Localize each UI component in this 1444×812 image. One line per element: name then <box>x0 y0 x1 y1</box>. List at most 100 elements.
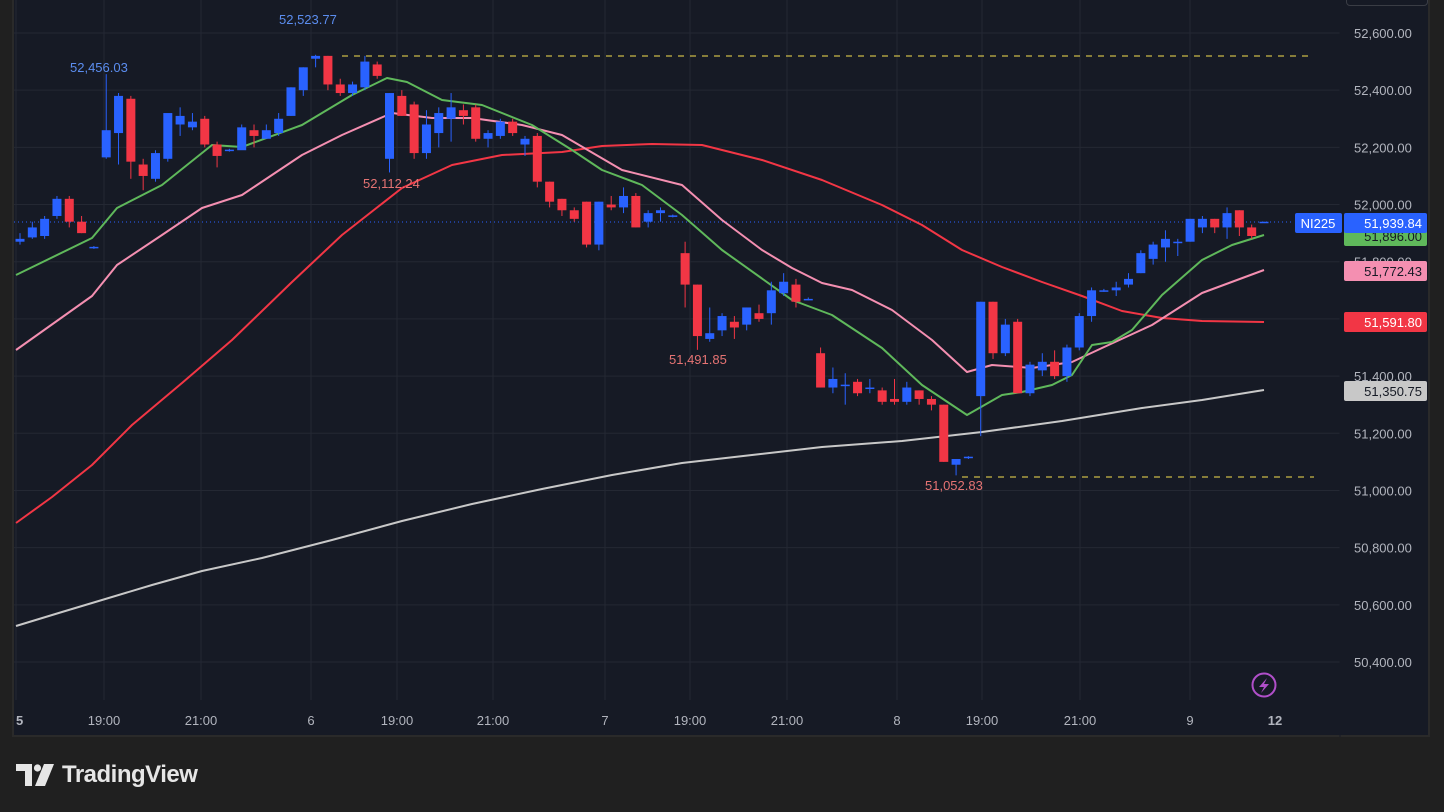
x-axis-tick: 21:00 <box>185 713 218 728</box>
y-axis-tick: 52,200.00 <box>1354 140 1412 155</box>
candle <box>261 124 271 139</box>
candle <box>483 130 493 148</box>
candle <box>914 390 924 405</box>
candle <box>64 195 74 228</box>
candle <box>298 67 308 96</box>
candle <box>877 387 887 405</box>
x-axis-tick: 7 <box>601 713 608 728</box>
candle <box>557 198 567 216</box>
candle <box>495 118 505 139</box>
candle <box>397 90 407 116</box>
x-axis-tick: 19:00 <box>381 713 414 728</box>
candle <box>360 55 370 91</box>
y-axis-tick: 52,600.00 <box>1354 26 1412 41</box>
candle <box>1099 288 1109 292</box>
candle <box>274 113 284 136</box>
candle <box>1259 221 1269 224</box>
candle <box>163 113 173 162</box>
ma-mid-badge: 51,772.43 <box>1344 261 1427 281</box>
candle <box>1000 318 1010 357</box>
candle <box>126 95 136 179</box>
y-axis-tick: 50,600.00 <box>1354 598 1412 613</box>
candle <box>138 158 148 191</box>
svg-text:51,939.84: 51,939.84 <box>1364 216 1422 231</box>
y-axis-tick: 51,200.00 <box>1354 426 1412 441</box>
candle <box>1087 287 1097 322</box>
candle <box>311 54 321 68</box>
top-right-control[interactable] <box>1346 0 1428 6</box>
x-axis-tick: 9 <box>1186 713 1193 728</box>
low-label-2: 51,491.85 <box>669 352 727 367</box>
candle <box>101 74 111 159</box>
candles <box>15 54 1269 476</box>
ma-long-badge: 51,350.75 <box>1344 381 1427 401</box>
candle <box>1074 313 1084 351</box>
y-axis-tick: 50,800.00 <box>1354 541 1412 556</box>
candle <box>249 124 259 148</box>
y-axis-tick: 50,400.00 <box>1354 655 1412 670</box>
candle <box>237 124 247 151</box>
candle <box>1148 241 1158 265</box>
x-axis-tick: 19:00 <box>674 713 707 728</box>
tradingview-logo[interactable]: TradingView <box>16 760 198 790</box>
candle <box>286 87 296 116</box>
candle <box>1136 250 1146 274</box>
lightning-icon[interactable] <box>1251 672 1277 698</box>
y-axis-tick: 51,400.00 <box>1354 369 1412 384</box>
candle <box>582 201 592 248</box>
candle <box>335 78 345 96</box>
candle <box>705 307 715 342</box>
candle <box>1111 281 1121 297</box>
high-label-1: 52,456.03 <box>70 60 128 75</box>
x-axis-tick: 19:00 <box>88 713 121 728</box>
chart-canvas[interactable]: 52,600.0052,400.0052,200.0052,000.0051,8… <box>14 0 1432 737</box>
candle <box>446 93 456 142</box>
candle <box>1050 350 1060 379</box>
ma-long-line <box>15 389 1265 627</box>
y-axis-tick: 52,000.00 <box>1354 198 1412 213</box>
candle <box>1160 230 1170 262</box>
candle <box>1210 218 1220 234</box>
ma-fast-line <box>15 77 1265 416</box>
candle <box>532 133 542 188</box>
candle <box>791 278 801 308</box>
candle <box>520 135 530 156</box>
candle <box>15 233 25 245</box>
candle <box>1173 238 1183 257</box>
candle <box>816 347 826 388</box>
symbol-badge[interactable]: NI225 <box>1295 213 1342 233</box>
candle <box>963 456 973 460</box>
candle <box>988 301 998 359</box>
candle <box>1124 273 1134 288</box>
candle <box>545 181 555 208</box>
svg-text:51,350.75: 51,350.75 <box>1364 384 1422 399</box>
candle <box>840 373 850 405</box>
candle <box>114 93 124 165</box>
candle <box>1185 218 1195 242</box>
candle <box>631 193 641 228</box>
candle <box>729 316 739 339</box>
candle <box>766 281 776 325</box>
candle <box>323 55 333 91</box>
candle <box>175 107 185 136</box>
chart-pane[interactable]: 52,600.0052,400.0052,200.0052,000.0051,8… <box>12 0 1430 737</box>
candle <box>606 195 616 211</box>
candle <box>668 214 678 218</box>
candle <box>348 81 358 96</box>
candle <box>619 187 629 214</box>
candle <box>1025 361 1035 397</box>
x-axis-tick: 21:00 <box>1064 713 1097 728</box>
low-label-3: 51,052.83 <box>925 478 983 493</box>
x-axis-tick: 21:00 <box>477 713 510 728</box>
candle <box>409 101 419 159</box>
x-axis-tick: 12 <box>1268 713 1282 728</box>
candle <box>853 378 863 397</box>
tradingview-logo-icon <box>16 764 54 786</box>
candle <box>655 207 665 222</box>
high-label-2: 52,523.77 <box>279 12 337 27</box>
candle <box>187 113 197 131</box>
candle <box>434 107 444 148</box>
candle <box>1013 318 1023 394</box>
low-label-1: 52,112.24 <box>363 176 420 191</box>
candle <box>508 118 518 136</box>
